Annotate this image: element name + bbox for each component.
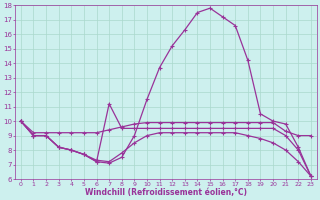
X-axis label: Windchill (Refroidissement éolien,°C): Windchill (Refroidissement éolien,°C) bbox=[85, 188, 247, 197]
